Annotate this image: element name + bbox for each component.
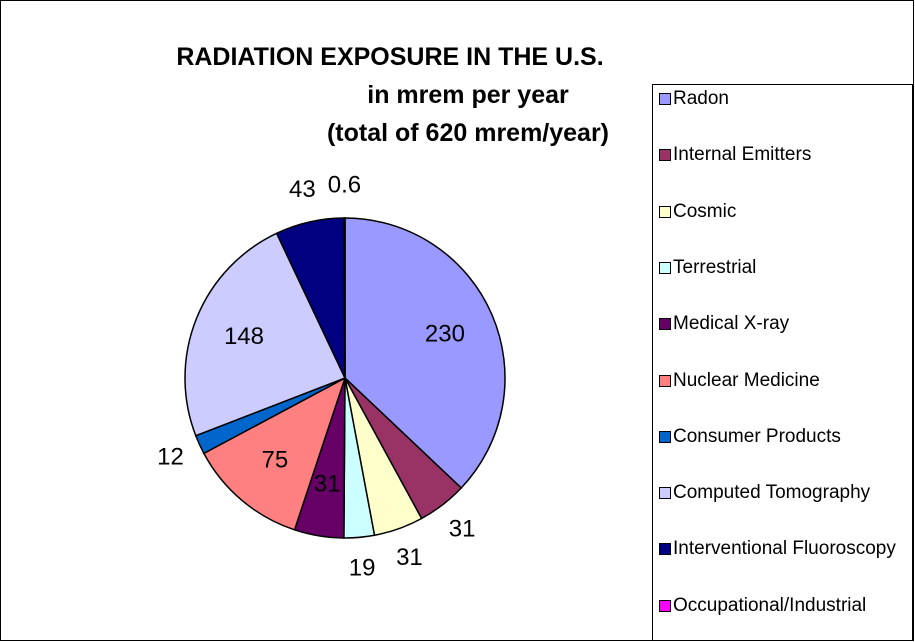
- pie-slice: [343, 217, 346, 379]
- legend-swatch: [659, 487, 671, 500]
- legend-label: Occupational/Industrial: [673, 594, 867, 616]
- pie: 230 31 31 19 31 75 12 148 43 0.6: [157, 171, 506, 582]
- legend-entry: Radon: [659, 87, 904, 110]
- legend-entry: Internal Emitters: [659, 143, 904, 166]
- legend-entry: Interventional Fluoroscopy: [659, 537, 904, 560]
- legend-label: Computed Tomography: [673, 482, 871, 504]
- data-label: 0.6: [328, 171, 361, 198]
- legend-label: Nuclear Medicine: [673, 369, 820, 391]
- legend-swatch: [659, 261, 671, 274]
- legend-label: Medical X-ray: [673, 313, 790, 335]
- legend-entry: Occupational/Industrial: [659, 594, 904, 617]
- legend-entry: Medical X-ray: [659, 312, 904, 335]
- legend-label: Internal Emitters: [673, 144, 812, 166]
- legend-entry: Computed Tomography: [659, 481, 904, 504]
- data-label: 12: [157, 443, 184, 470]
- legend-label: Radon: [673, 88, 729, 109]
- data-label: 31: [449, 515, 476, 542]
- legend-entry: Consumer Products: [659, 425, 904, 448]
- pie-slice: [202, 376, 347, 531]
- data-label: 31: [314, 471, 341, 498]
- pie-slice: [344, 217, 506, 490]
- data-label: 75: [262, 447, 289, 474]
- data-label: 230: [425, 320, 465, 347]
- legend-label: Terrestrial: [673, 256, 757, 278]
- pie-slice: [184, 232, 347, 437]
- chart-title: RADIATION EXPOSURE IN THE U.S.: [176, 43, 603, 71]
- data-label: 31: [396, 544, 423, 571]
- chart-subtitle: in mrem per year: [367, 81, 569, 109]
- legend-label: Interventional Fluoroscopy: [673, 538, 896, 560]
- legend-swatch: [659, 374, 671, 387]
- legend-swatch: [659, 430, 671, 443]
- legend-swatch: [659, 93, 671, 105]
- data-label: 148: [224, 323, 264, 350]
- data-label: 43: [289, 176, 316, 203]
- legend-swatch: [659, 543, 671, 556]
- legend-swatch: [659, 318, 671, 331]
- data-label: 19: [349, 555, 376, 582]
- legend-label: Consumer Products: [673, 425, 841, 447]
- legend-swatch: [659, 599, 671, 612]
- legend-swatch: [659, 149, 671, 162]
- legend: Radon Internal Emitters Cosmic Terrestrial M…: [652, 84, 913, 641]
- legend-swatch: [659, 205, 671, 218]
- legend-entry: Terrestrial: [659, 256, 904, 279]
- legend-entry: Nuclear Medicine: [659, 369, 904, 392]
- legend-entry: Cosmic: [659, 200, 904, 223]
- chart-subtitle: (total of 620 mrem/year): [327, 119, 609, 147]
- legend-label: Cosmic: [673, 200, 737, 222]
